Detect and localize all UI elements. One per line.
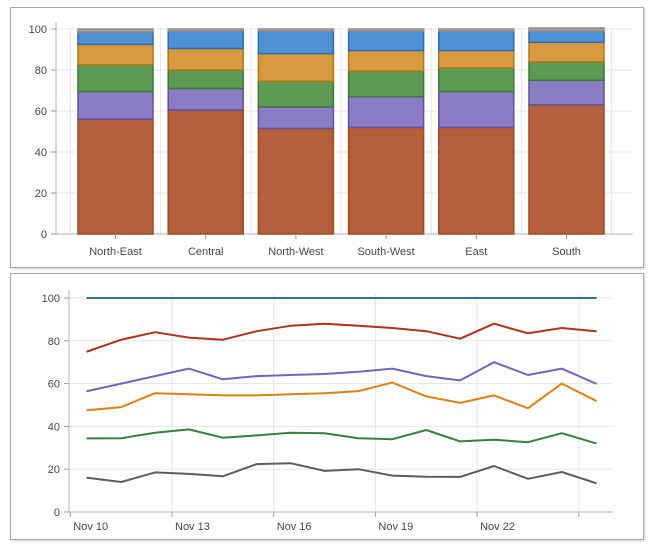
bar-segment-north-west-rust[interactable]: [257, 127, 335, 235]
bar-segment-east-purple[interactable]: [438, 90, 515, 129]
bar-segment-north-west-purple[interactable]: [257, 106, 335, 130]
y-axis-label: 0: [41, 229, 47, 241]
y-axis-label: 40: [48, 421, 60, 433]
bar-segment-north-east-orange[interactable]: [77, 43, 154, 66]
x-axis-label: Nov 16: [277, 521, 312, 533]
line-green[interactable]: [86, 428, 597, 445]
bar-segment-central-blue[interactable]: [167, 30, 244, 50]
y-axis-label: 80: [35, 65, 47, 77]
bar-segment-north-west-gray[interactable]: [257, 28, 335, 32]
y-axis-label: 0: [54, 507, 60, 519]
line-chart-panel: Nov 10 Nov 13 Nov 16 Nov 19 Nov 22 0 20 40 60 80 1…: [10, 273, 644, 540]
bar-segment-central-gray[interactable]: [167, 28, 244, 32]
bar-segment-south-west-orange[interactable]: [347, 49, 425, 72]
y-axis-label: 60: [48, 379, 60, 391]
bar-segment-south-west-green[interactable]: [347, 70, 425, 98]
bar-segment-north-east-gray[interactable]: [77, 28, 154, 33]
category-label: North-East: [89, 246, 142, 258]
stacked-bar-panel: 0 20 40 60 80 100 North-East Central North-West S…: [10, 7, 644, 268]
category-label: East: [465, 246, 487, 258]
bar-segment-central-green[interactable]: [167, 69, 244, 90]
bar-segment-north-east-purple[interactable]: [77, 90, 154, 120]
x-axis-label: Nov 10: [73, 521, 108, 533]
y-axis-label: 100: [29, 24, 47, 36]
bar-segment-south-orange[interactable]: [528, 41, 605, 63]
bar-segment-central-purple[interactable]: [167, 87, 244, 111]
bar-segment-east-orange[interactable]: [438, 49, 515, 69]
x-axis-label: Nov 13: [175, 521, 210, 533]
x-axis-label: Nov 19: [378, 521, 413, 533]
bar-segment-north-west-green[interactable]: [257, 80, 335, 108]
bar-segment-north-east-rust[interactable]: [77, 118, 154, 235]
bar-segment-north-west-orange[interactable]: [257, 52, 335, 83]
line-chart: Nov 10 Nov 13 Nov 16 Nov 19 Nov 22 0 20 40 60 80 1…: [42, 290, 613, 533]
y-axis-label: 40: [35, 147, 47, 159]
bar-segment-central-rust[interactable]: [167, 109, 244, 235]
bar-segment-east-green[interactable]: [438, 67, 515, 93]
category-label: Central: [188, 246, 223, 258]
y-axis-label: 100: [42, 293, 60, 305]
bar-segment-south-west-purple[interactable]: [347, 95, 425, 129]
bar-segment-south-west-blue[interactable]: [347, 30, 425, 52]
bar-segment-south-west-gray[interactable]: [347, 28, 425, 32]
bar-segment-south-purple[interactable]: [528, 79, 605, 106]
y-axis-label: 20: [48, 464, 60, 476]
line-gray[interactable]: [86, 462, 597, 485]
category-label: South-West: [357, 246, 414, 258]
bar-segment-east-blue[interactable]: [438, 30, 515, 52]
bar-segment-south-west-rust[interactable]: [347, 126, 425, 235]
y-axis-label: 20: [35, 188, 47, 200]
bar-segment-north-east-blue[interactable]: [77, 31, 154, 46]
category-label: South: [552, 246, 581, 258]
y-axis-label: 60: [35, 106, 47, 118]
bar-segment-south-green[interactable]: [528, 61, 605, 81]
bar-segment-north-west-blue[interactable]: [257, 30, 335, 55]
x-axis-label: Nov 22: [480, 521, 515, 533]
bar-segment-east-rust[interactable]: [438, 126, 515, 235]
category-label: North-West: [268, 246, 323, 258]
line-orange[interactable]: [86, 381, 597, 412]
bar-segment-south-rust[interactable]: [528, 104, 605, 235]
bar-segment-south-blue[interactable]: [528, 30, 605, 44]
bar-segment-central-orange[interactable]: [167, 47, 244, 71]
y-axis-label: 80: [48, 336, 60, 348]
bar-segment-north-east-green[interactable]: [77, 64, 154, 93]
bar-segment-east-gray[interactable]: [438, 28, 515, 32]
stacked-bar-chart: 0 20 40 60 80 100 North-East Central North-West S…: [29, 22, 633, 258]
line-red[interactable]: [86, 322, 597, 353]
line-purple[interactable]: [86, 361, 597, 393]
bar-segment-south-gray[interactable]: [528, 27, 605, 32]
